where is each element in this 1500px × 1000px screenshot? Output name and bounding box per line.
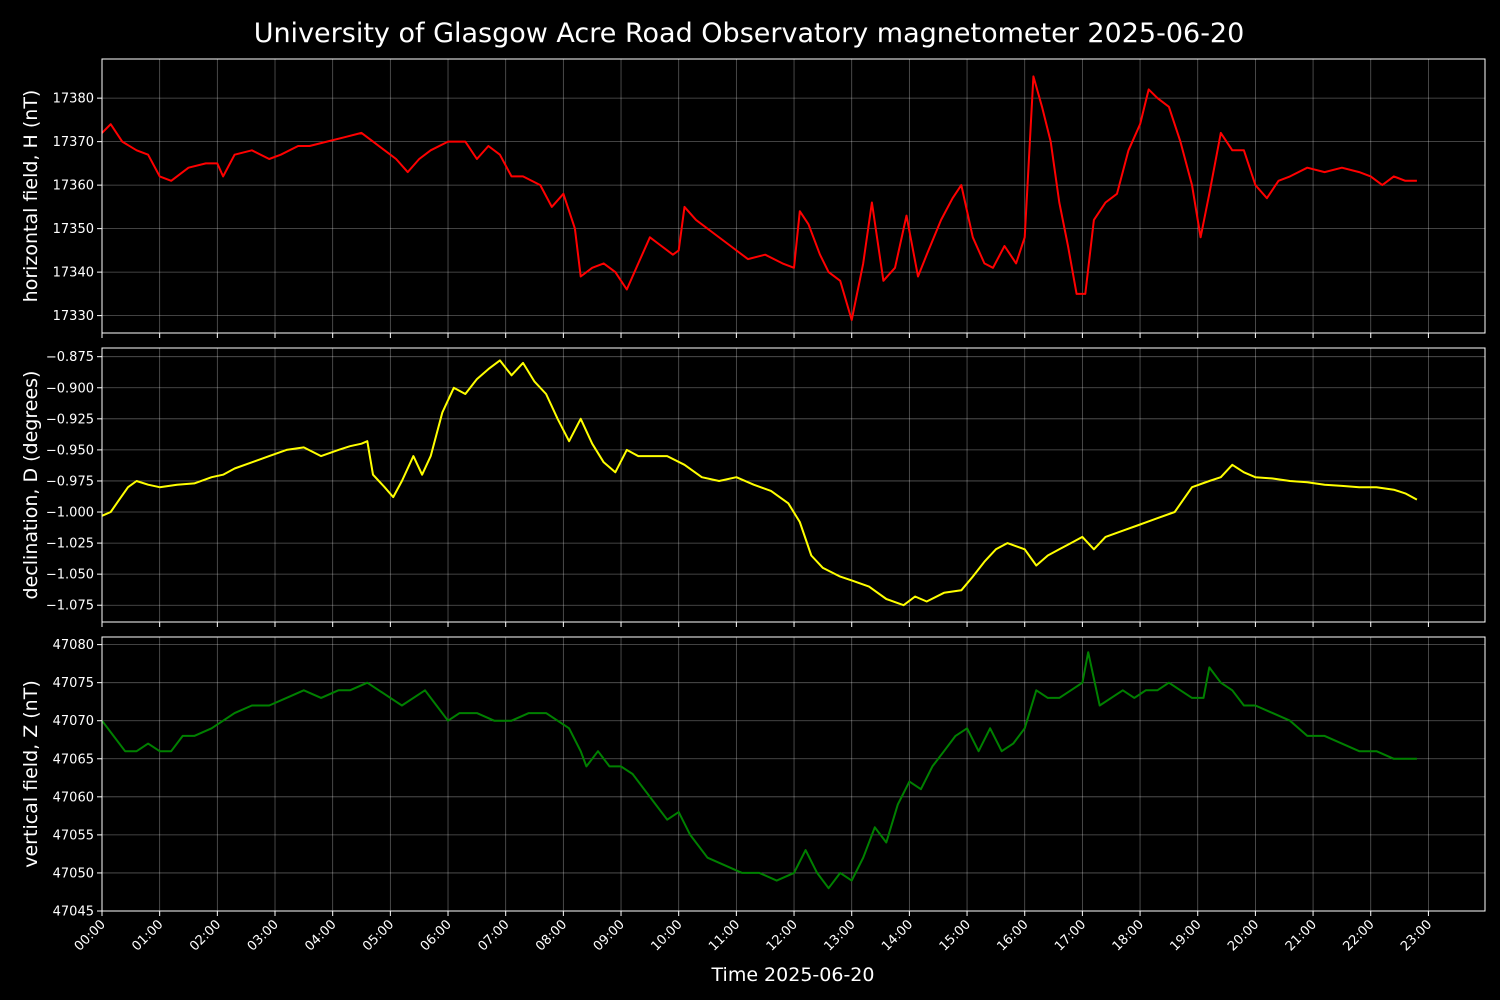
x-tick-label: 11:00 bbox=[706, 917, 743, 954]
x-axis-label: Time 2025-06-20 bbox=[711, 964, 875, 986]
y-axis-label: horizontal field, H (nT) bbox=[20, 90, 42, 303]
y-tick-label: −1.000 bbox=[46, 506, 94, 521]
series-line bbox=[101, 75, 1417, 321]
y-tick-label: −1.050 bbox=[46, 568, 94, 583]
x-tick-label: 21:00 bbox=[1283, 917, 1320, 954]
y-tick-label: 47060 bbox=[53, 790, 94, 805]
y-axis-label: vertical field, Z (nT) bbox=[20, 680, 42, 868]
y-tick-label: 47075 bbox=[53, 676, 94, 691]
y-tick-label: 47045 bbox=[53, 905, 94, 920]
series-line bbox=[101, 359, 1418, 607]
x-tick-label: 20:00 bbox=[1225, 917, 1262, 954]
y-tick-label: 17380 bbox=[53, 92, 94, 107]
y-tick-label: −1.025 bbox=[46, 537, 94, 552]
panel-background bbox=[102, 59, 1485, 333]
panel-1: 17330 17340 17350 17360 17370 17380 horizontal… bbox=[20, 58, 1486, 338]
panel-frame bbox=[101, 347, 1486, 623]
x-tick-label: 18:00 bbox=[1110, 917, 1147, 954]
y-tick-label: 47055 bbox=[53, 828, 94, 843]
y-tick-label: 17340 bbox=[53, 266, 94, 281]
chart-title: University of Glasgow Acre Road Observat… bbox=[254, 18, 1245, 49]
x-tick-label: 19:00 bbox=[1167, 917, 1204, 954]
x-tick-label: 09:00 bbox=[591, 917, 628, 954]
y-tick-label: −1.075 bbox=[46, 599, 94, 614]
x-tick-label: 08:00 bbox=[533, 917, 570, 954]
y-tick-label: 17330 bbox=[53, 309, 94, 324]
x-tick-label: 14:00 bbox=[879, 917, 916, 954]
panel-background bbox=[102, 637, 1485, 911]
panel-frame bbox=[101, 636, 1486, 912]
x-tick-label: 06:00 bbox=[418, 917, 455, 954]
x-tick-label: 12:00 bbox=[764, 917, 801, 954]
x-tick-label: 17:00 bbox=[1052, 917, 1089, 954]
y-tick-label: −0.875 bbox=[46, 350, 94, 365]
panel-background bbox=[102, 348, 1485, 622]
x-tick-label: 13:00 bbox=[821, 917, 858, 954]
y-tick-label: −0.900 bbox=[46, 381, 94, 396]
y-tick-label: −0.925 bbox=[46, 412, 94, 427]
y-tick-label: 47080 bbox=[53, 638, 94, 653]
x-tick-label: 22:00 bbox=[1340, 917, 1377, 954]
y-tick-label: −0.975 bbox=[46, 474, 94, 489]
y-tick-label: 47070 bbox=[53, 714, 94, 729]
x-tick-label: 23:00 bbox=[1398, 917, 1435, 954]
x-tick-label: 05:00 bbox=[360, 917, 397, 954]
x-tick-label: 02:00 bbox=[187, 917, 224, 954]
panel-2: −1.075 −1.050 −1.025 −1.000 −0.975 −0.950 −0.9… bbox=[20, 347, 1486, 627]
y-axis-label: declination, D (degrees) bbox=[20, 371, 42, 600]
y-tick-label: 17370 bbox=[53, 135, 94, 150]
x-tick-labels: 00:00 01:00 02:00 03:00 04:00 05:00 06:00 07:00… bbox=[72, 917, 1436, 954]
x-tick-label: 16:00 bbox=[994, 917, 1031, 954]
x-tick-label: 07:00 bbox=[475, 917, 512, 954]
x-tick-label: 03:00 bbox=[245, 917, 282, 954]
x-tick-label: 10:00 bbox=[648, 917, 685, 954]
panels-layer: 17330 17340 17350 17360 17370 17380 horizontal… bbox=[20, 58, 1486, 920]
y-tick-label: 17360 bbox=[53, 179, 94, 194]
x-tick-label: 01:00 bbox=[129, 917, 166, 954]
series-line bbox=[101, 651, 1417, 890]
x-tick-label: 15:00 bbox=[937, 917, 974, 954]
x-tick-label: 00:00 bbox=[72, 917, 109, 954]
y-tick-label: −0.950 bbox=[46, 443, 94, 458]
panel-3: 47045 47050 47055 47060 47065 47070 47075 47080… bbox=[20, 636, 1486, 920]
y-tick-label: 47065 bbox=[53, 752, 94, 767]
x-tick-label: 04:00 bbox=[302, 917, 339, 954]
y-tick-label: 47050 bbox=[53, 866, 94, 881]
y-tick-label: 17350 bbox=[53, 222, 94, 237]
panel-frame bbox=[101, 58, 1486, 334]
